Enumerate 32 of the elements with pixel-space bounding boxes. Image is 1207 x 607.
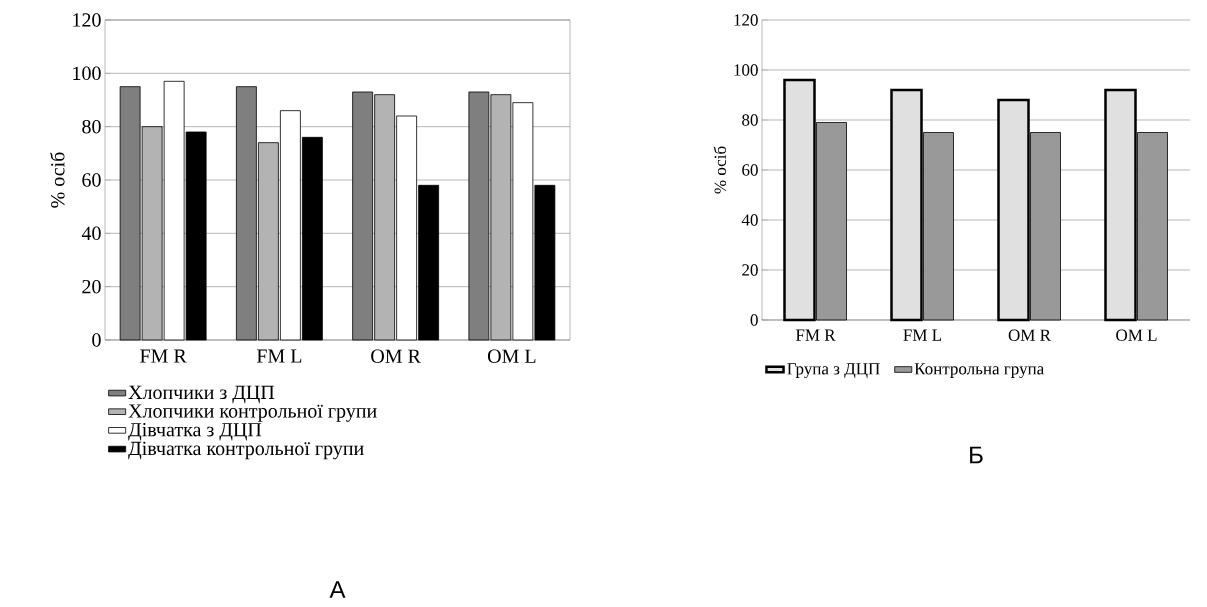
y-tick-label: 100 — [734, 64, 758, 76]
legend-label: Група з ДЦП — [787, 363, 880, 378]
y-tick-label: 120 — [734, 14, 758, 26]
y-tick-label: 40 — [81, 226, 101, 241]
x-tick-label: FM L — [256, 349, 302, 363]
y-tick-label: 100 — [73, 66, 101, 81]
text: Б — [970, 446, 983, 464]
y-axis-title: % осіб — [713, 146, 727, 194]
y-tick-label: 60 — [742, 164, 758, 176]
text: А — [329, 581, 346, 598]
y-tick-label: 80 — [82, 119, 101, 134]
legend-label: Хлопчики з ДЦП — [128, 385, 275, 404]
y-tick-label: 80 — [742, 114, 758, 126]
legend-label: Дівчатка контрольної групи — [128, 441, 364, 460]
y-tick-label: 0 — [92, 333, 101, 347]
x-tick-label: OM L — [487, 349, 536, 363]
legend-label: Контрольна група — [914, 363, 1044, 378]
legend-label: Хлопчики контрольної групи — [128, 404, 377, 422]
y-tick-label: 20 — [742, 264, 758, 276]
x-tick-label: OM R — [371, 349, 421, 363]
y-tick-label: 120 — [73, 13, 101, 27]
y-tick-label: 20 — [82, 279, 101, 294]
x-tick-label: OM L — [1116, 329, 1157, 341]
y-axis-title: % осіб — [50, 152, 65, 208]
y-tick-label: 60 — [82, 173, 101, 187]
x-tick-label: FM R — [140, 349, 187, 363]
x-tick-label: FM L — [903, 329, 942, 341]
legend-label: Дівчатка з ДЦП — [128, 422, 262, 441]
y-tick-label: 40 — [741, 214, 758, 226]
x-tick-label: FM R — [795, 329, 836, 341]
x-tick-label: OM R — [1008, 329, 1051, 341]
y-tick-label: 0 — [750, 314, 758, 326]
